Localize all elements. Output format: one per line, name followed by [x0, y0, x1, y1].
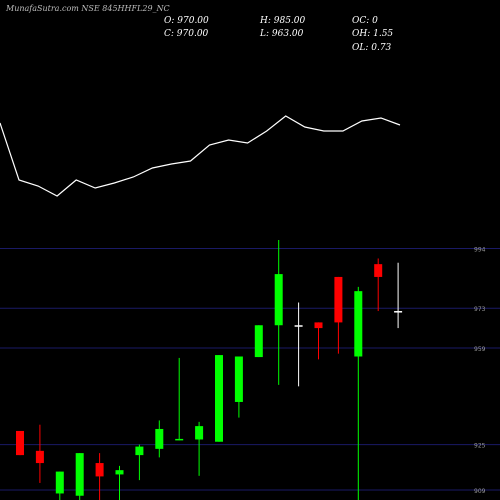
- indicator-line: [0, 115, 401, 197]
- candle-body: [175, 438, 184, 441]
- oh-value: OH: 1.55: [352, 29, 394, 39]
- candle-body: [354, 291, 363, 357]
- y-tick-label: 959: [474, 346, 486, 353]
- candle-body: [55, 471, 64, 494]
- candle-body: [195, 426, 204, 440]
- candle-body: [75, 453, 84, 496]
- candle-body: [115, 470, 124, 475]
- candle-body: [274, 274, 283, 326]
- candle-body: [374, 264, 383, 277]
- ol-value: OL: 0.73: [352, 43, 392, 53]
- open-value: O: 970.00: [164, 16, 209, 26]
- candle-body: [334, 276, 343, 323]
- oc-value: OC: 0: [352, 16, 378, 26]
- y-tick-label: 973: [474, 306, 486, 313]
- y-tick-label: 994: [474, 247, 486, 254]
- candle-body: [215, 355, 223, 442]
- indicator-line-group: [0, 115, 401, 197]
- candle-body: [135, 446, 144, 456]
- candle-body: [155, 428, 164, 449]
- high-value: H: 985.00: [260, 16, 306, 26]
- chart-title: MunafaSutra.com NSE 845HHFL29_NC: [6, 4, 170, 13]
- candles-group: [16, 240, 403, 500]
- candle-body: [234, 356, 243, 402]
- y-axis-ticks: 994 973 959 925 909: [474, 247, 486, 496]
- y-tick-label: 925: [474, 443, 486, 450]
- close-value: C: 970.00: [164, 29, 209, 39]
- candle-body: [16, 430, 24, 456]
- candle-body: [35, 450, 44, 464]
- candle-body: [394, 311, 403, 313]
- candle-body: [254, 325, 263, 358]
- candle-body: [95, 463, 104, 477]
- grid-lines: [0, 248, 500, 491]
- candle-body: [314, 322, 323, 329]
- candle-body: [294, 325, 303, 327]
- y-tick-label: 909: [474, 488, 486, 495]
- low-value: L: 963.00: [260, 29, 304, 39]
